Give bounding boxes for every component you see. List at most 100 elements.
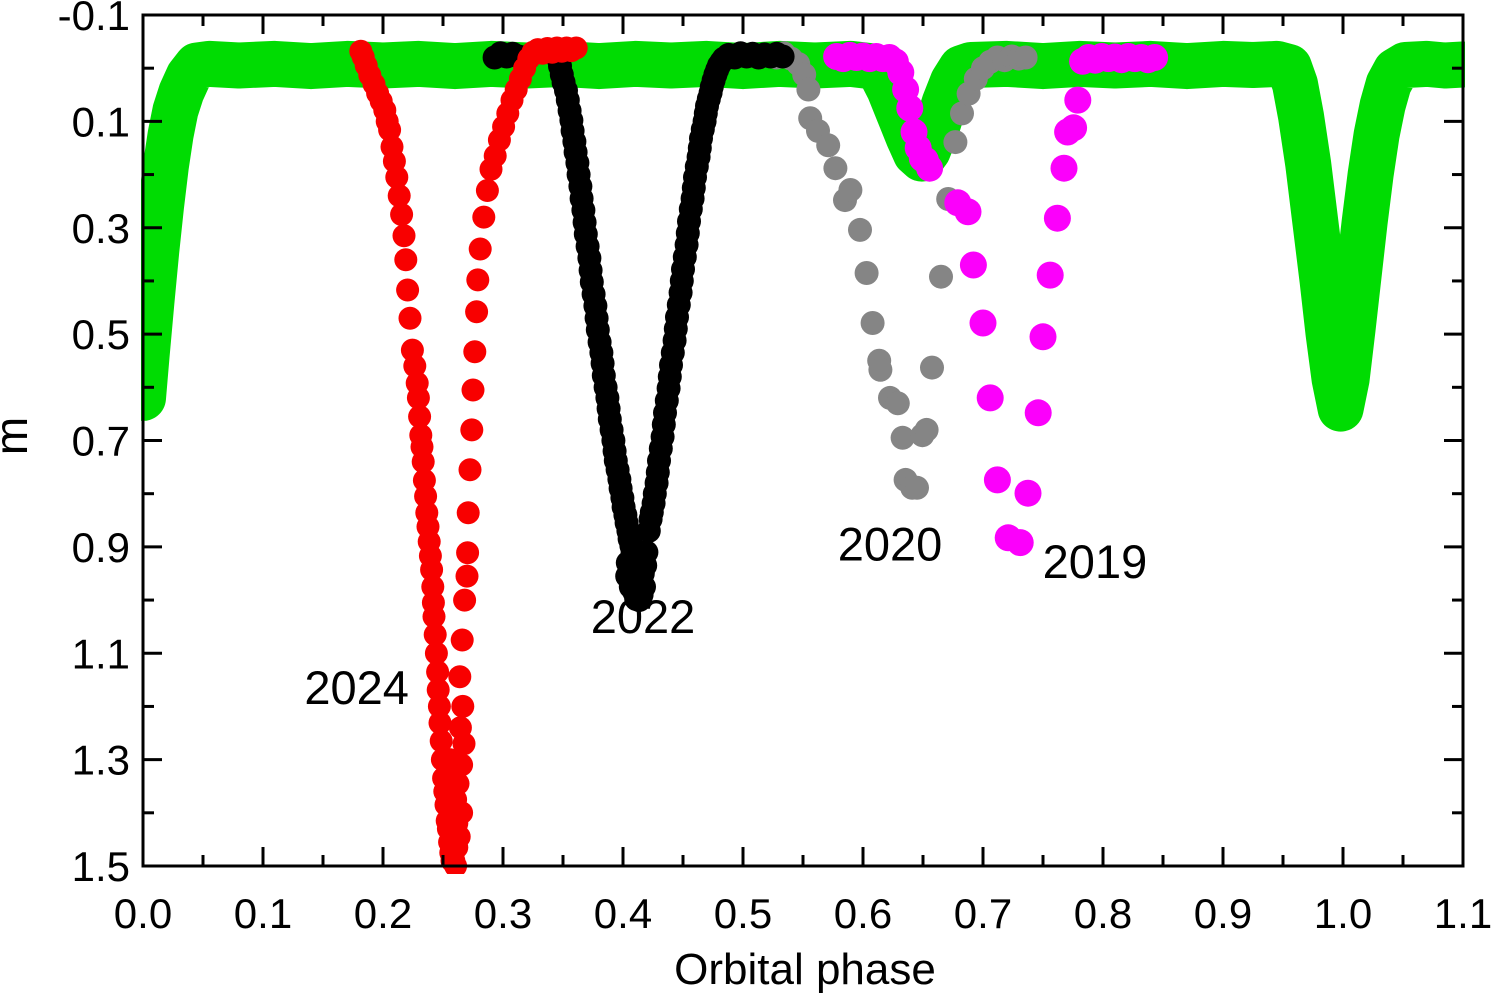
data-point-magenta-2019 bbox=[1036, 261, 1064, 289]
series-black-2022 bbox=[482, 41, 795, 613]
y-tick-label: 1.5 bbox=[72, 843, 130, 890]
data-point-magenta-2019 bbox=[1024, 399, 1052, 427]
data-point-red-2024 bbox=[444, 854, 468, 874]
data-point-red-2024 bbox=[392, 224, 416, 248]
data-point-gray-2020 bbox=[823, 156, 848, 181]
data-point-red-2024 bbox=[450, 753, 474, 777]
data-point-gray-2020 bbox=[854, 261, 879, 285]
data-point-red-2024 bbox=[455, 564, 479, 588]
data-point-magenta-2019 bbox=[1014, 479, 1042, 507]
series-magenta-2019 bbox=[823, 41, 1169, 557]
data-point-magenta-2019 bbox=[983, 466, 1011, 494]
data-point-red-2024 bbox=[475, 179, 499, 202]
data-point-red-2024 bbox=[411, 450, 435, 474]
data-point-magenta-2019 bbox=[1029, 323, 1057, 351]
data-point-red-2024 bbox=[448, 665, 472, 689]
x-tick-label: 0.5 bbox=[714, 890, 772, 937]
data-point-magenta-2019 bbox=[1060, 114, 1088, 142]
data-point-magenta-2019 bbox=[1050, 154, 1078, 182]
data-point-red-2024 bbox=[406, 386, 430, 410]
data-point-red-2024 bbox=[422, 605, 446, 629]
data-point-gray-2020 bbox=[860, 311, 885, 335]
x-tick-label: 0.4 bbox=[594, 890, 652, 937]
x-tick-label: 0.3 bbox=[474, 890, 532, 937]
data-point-red-2024 bbox=[387, 184, 411, 208]
data-point-gray-2020 bbox=[868, 357, 893, 382]
data-point-gray-2020 bbox=[848, 217, 872, 242]
y-tick-label: 1.1 bbox=[72, 630, 130, 677]
y-ticks bbox=[143, 13, 1463, 868]
x-tick-label: 0.9 bbox=[1194, 890, 1252, 937]
data-point-gray-2020 bbox=[920, 355, 944, 380]
data-point-red-2024 bbox=[446, 772, 470, 796]
data-point-magenta-2019 bbox=[896, 94, 924, 122]
data-point-red-2024 bbox=[472, 205, 496, 229]
data-point-red-2024 bbox=[445, 811, 469, 835]
x-tick-label: 1.1 bbox=[1434, 890, 1492, 937]
data-point-red-2024 bbox=[403, 354, 427, 378]
data-point-red-2024 bbox=[456, 541, 480, 565]
data-point-gray-2020 bbox=[796, 77, 821, 102]
data-point-gray-2020 bbox=[929, 264, 953, 289]
data-point-gray-2020 bbox=[950, 101, 974, 126]
data-point-black-2022 bbox=[634, 540, 659, 565]
data-point-red-2024 bbox=[378, 118, 402, 142]
data-point-red-2024 bbox=[426, 660, 450, 684]
data-point-gray-2020 bbox=[885, 391, 910, 416]
series-layer bbox=[141, 36, 1465, 874]
x-tick-label: 1.0 bbox=[1314, 890, 1372, 937]
x-tick-label: 0.7 bbox=[954, 890, 1012, 937]
data-point-gray-2020 bbox=[1013, 45, 1038, 70]
data-point-gray-2020 bbox=[943, 130, 968, 155]
data-point-red-2024 bbox=[424, 641, 448, 665]
data-point-black-2022 bbox=[770, 44, 795, 69]
data-point-red-2024 bbox=[460, 418, 484, 442]
data-point-magenta-2019 bbox=[959, 251, 987, 279]
x-ticks bbox=[141, 15, 1465, 866]
data-point-magenta-2019 bbox=[1141, 44, 1169, 71]
data-point-red-2024 bbox=[456, 501, 480, 525]
data-point-gray-2020 bbox=[890, 425, 915, 450]
data-point-red-2024 bbox=[426, 678, 450, 702]
data-point-red-2024 bbox=[468, 237, 492, 261]
x-tick-label: 0.0 bbox=[114, 890, 172, 937]
x-tick-labels: 0.0 0.1 0.2 0.3 0.4 0.5 0.6 0.7 0.8 0.9 1.0 1.1 bbox=[114, 890, 1492, 937]
data-point-gray-2020 bbox=[838, 178, 863, 202]
x-tick-label: 0.1 bbox=[234, 890, 292, 937]
data-point-red-2024 bbox=[453, 588, 477, 612]
y-tick-labels: -0.1 0.1 0.3 0.5 0.7 0.9 1.1 1.3 1.5 bbox=[58, 0, 130, 890]
data-point-red-2024 bbox=[465, 300, 489, 324]
data-point-red-2024 bbox=[423, 623, 447, 647]
data-point-red-2024 bbox=[458, 458, 482, 482]
y-axis-title: m bbox=[0, 417, 37, 455]
y-tick-label: 0.1 bbox=[72, 98, 130, 145]
y-tick-label: 0.5 bbox=[72, 311, 130, 358]
data-point-red-2024 bbox=[396, 278, 420, 302]
data-point-magenta-2019 bbox=[916, 154, 944, 182]
data-point-red-2024 bbox=[414, 484, 438, 508]
y-tick-label: -0.1 bbox=[58, 0, 130, 39]
data-point-magenta-2019 bbox=[969, 309, 997, 337]
y-tick-label: 0.7 bbox=[72, 418, 130, 465]
x-tick-label: 0.8 bbox=[1074, 890, 1132, 937]
data-point-red-2024 bbox=[463, 340, 487, 364]
y-tick-label: 0.9 bbox=[72, 524, 130, 571]
x-tick-label: 0.6 bbox=[834, 890, 892, 937]
data-point-magenta-2019 bbox=[976, 384, 1004, 412]
series-red-2024 bbox=[349, 36, 588, 874]
data-point-red-2024 bbox=[398, 306, 422, 330]
annotation-2019: 2019 bbox=[1043, 535, 1148, 588]
y-tick-label: 1.3 bbox=[72, 737, 130, 784]
data-point-red-2024 bbox=[461, 378, 485, 402]
data-point-magenta-2019 bbox=[1064, 86, 1092, 114]
data-point-red-2024 bbox=[428, 711, 452, 735]
data-point-magenta-2019 bbox=[954, 198, 982, 226]
data-point-red-2024 bbox=[394, 248, 418, 272]
data-point-magenta-2019 bbox=[1006, 529, 1034, 557]
year-annotations: 2024 2022 2020 2019 bbox=[304, 518, 1147, 714]
x-axis-title: Orbital phase bbox=[674, 945, 936, 994]
data-point-gray-2020 bbox=[914, 417, 939, 442]
